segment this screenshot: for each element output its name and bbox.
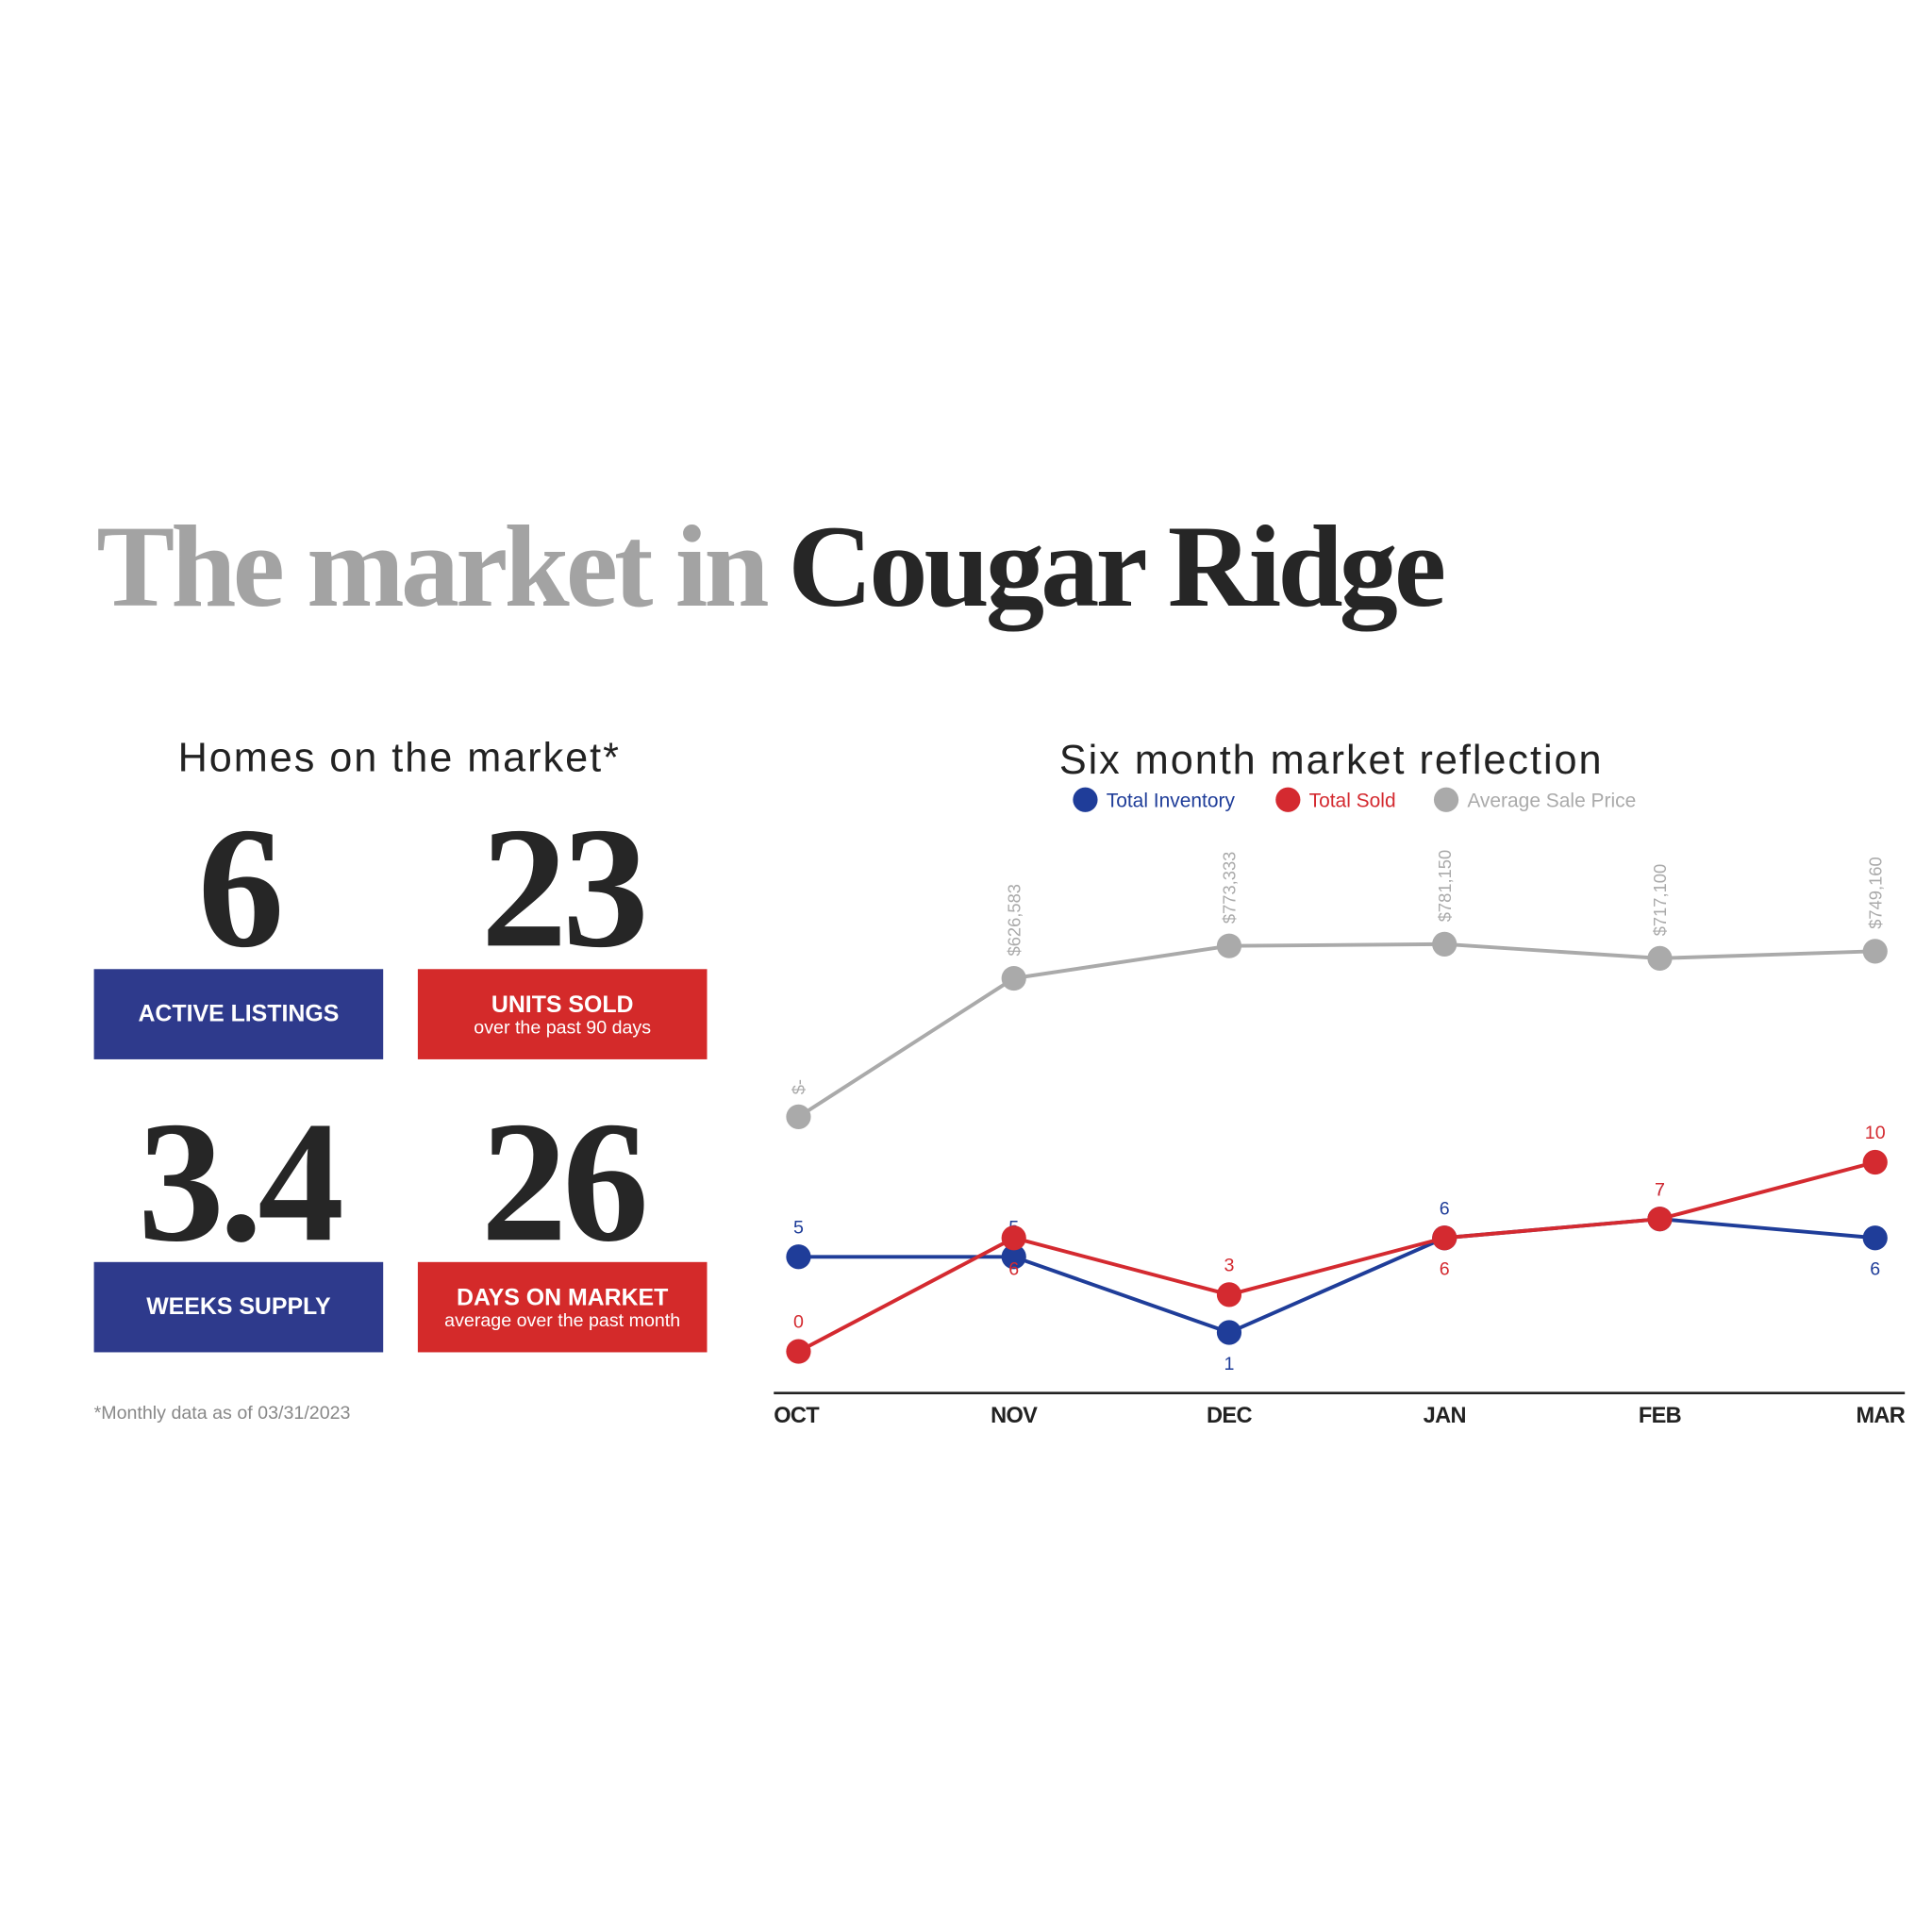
data-label: 6 xyxy=(1440,1198,1450,1219)
stat-label: DAYS ON MARKET xyxy=(457,1285,668,1311)
data-point xyxy=(1001,1225,1026,1251)
data-label: 6 xyxy=(1008,1259,1019,1280)
series-line xyxy=(797,1160,1876,1354)
data-label: 5 xyxy=(793,1217,804,1238)
data-point xyxy=(1216,1282,1242,1307)
data-label: $717,100 xyxy=(1650,864,1670,936)
legend-marker xyxy=(1073,787,1098,812)
data-point xyxy=(1216,933,1242,958)
x-tick-label: JAN xyxy=(1424,1403,1466,1427)
stats-title: Homes on the market* xyxy=(178,736,621,781)
data-label: $626,583 xyxy=(1004,884,1024,956)
x-tick-label: OCT xyxy=(774,1403,820,1427)
x-tick-label: NOV xyxy=(991,1403,1038,1427)
stat-box xyxy=(417,969,708,1059)
data-label: 7 xyxy=(1655,1179,1665,1200)
stat-label: WEEKS SUPPLY xyxy=(146,1293,331,1320)
data-point xyxy=(1862,1149,1888,1175)
data-point xyxy=(1647,1207,1673,1232)
data-point xyxy=(1862,1225,1888,1251)
data-point xyxy=(1862,939,1888,964)
legend-marker xyxy=(1433,787,1459,812)
data-label: $- xyxy=(789,1079,808,1094)
data-point xyxy=(786,1104,811,1129)
legend-label: Total Sold xyxy=(1309,791,1396,812)
footnote: *Monthly data as of 03/31/2023 xyxy=(94,1403,351,1424)
data-point xyxy=(1001,1244,1026,1270)
legend-marker xyxy=(1275,787,1301,812)
data-point xyxy=(786,1244,811,1270)
data-point xyxy=(1001,965,1026,991)
stat-sublabel: over the past 90 days xyxy=(474,1017,651,1038)
data-label: 6 xyxy=(1440,1259,1450,1280)
stat-label: UNITS SOLD xyxy=(491,991,634,1018)
chart-title: Six month market reflection xyxy=(1059,738,1604,783)
data-point xyxy=(1432,1225,1457,1251)
stat-label: ACTIVE LISTINGS xyxy=(138,1000,339,1026)
stat-box xyxy=(417,1261,708,1353)
x-tick-label: FEB xyxy=(1639,1403,1681,1427)
data-point xyxy=(1647,945,1673,971)
data-label: 3 xyxy=(1224,1256,1234,1276)
title-dark: Cougar Ridge xyxy=(788,501,1444,632)
legend-label: Average Sale Price xyxy=(1467,791,1636,812)
stat-value: 3.4 xyxy=(138,1086,341,1277)
stat-box xyxy=(93,969,384,1059)
title: The market in Cougar Ridge xyxy=(96,501,1444,632)
data-label: 10 xyxy=(1865,1123,1886,1143)
x-tick-label: DEC xyxy=(1207,1403,1252,1427)
stat-value: 6 xyxy=(198,791,280,983)
data-label: 1 xyxy=(1224,1354,1234,1374)
data-point xyxy=(1216,1320,1242,1345)
data-label: $781,150 xyxy=(1435,850,1455,922)
data-point xyxy=(1432,931,1457,957)
x-tick-label: MAR xyxy=(1856,1403,1905,1427)
legend-label: Total Inventory xyxy=(1107,791,1236,812)
data-point xyxy=(786,1339,811,1364)
data-label: 6 xyxy=(1870,1259,1880,1280)
title-light: The market in xyxy=(96,501,768,631)
stat-value: 26 xyxy=(481,1086,644,1277)
series-line xyxy=(798,1217,1875,1335)
data-label: $749,160 xyxy=(1865,857,1885,928)
data-label: 0 xyxy=(793,1312,804,1333)
stat-value: 23 xyxy=(481,791,644,983)
data-label: $773,333 xyxy=(1220,852,1240,924)
data-label: 7 xyxy=(1655,1179,1665,1200)
stat-box xyxy=(93,1261,384,1353)
series-line xyxy=(797,941,1875,1119)
stat-sublabel: average over the past month xyxy=(444,1310,680,1331)
chart: Total Inventory Total Sold Average Sale Pr… xyxy=(774,787,1906,1427)
